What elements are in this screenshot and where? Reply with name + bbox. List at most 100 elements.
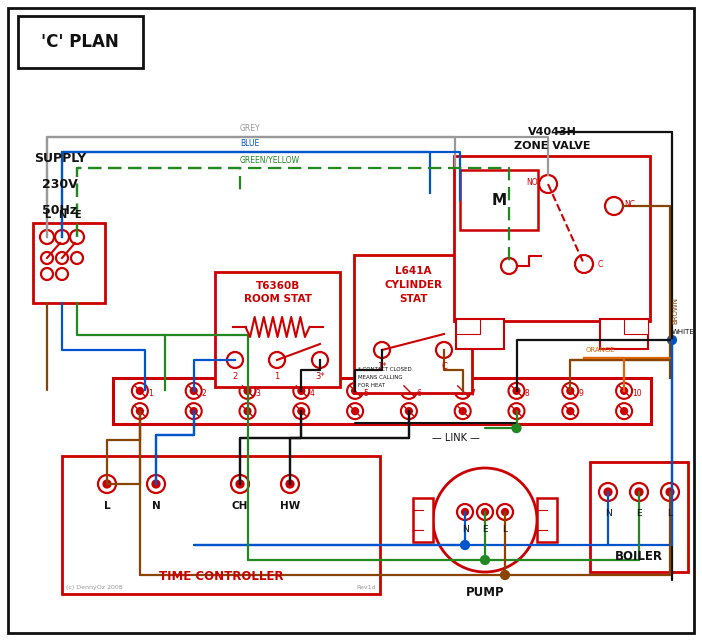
Circle shape bbox=[298, 388, 304, 394]
Circle shape bbox=[567, 388, 574, 394]
Text: L: L bbox=[44, 210, 50, 220]
Circle shape bbox=[501, 571, 509, 579]
Text: NC: NC bbox=[625, 199, 635, 208]
Text: 9: 9 bbox=[578, 389, 583, 398]
Text: N: N bbox=[58, 210, 66, 220]
Circle shape bbox=[513, 408, 519, 414]
Text: 8: 8 bbox=[524, 389, 529, 398]
Text: ZONE VALVE: ZONE VALVE bbox=[514, 141, 590, 151]
Circle shape bbox=[103, 481, 110, 488]
Text: — LINK —: — LINK — bbox=[432, 433, 479, 443]
Text: N: N bbox=[462, 526, 468, 535]
Circle shape bbox=[137, 408, 143, 414]
Text: (c) DennyOz 2008: (c) DennyOz 2008 bbox=[66, 585, 123, 590]
Text: 10: 10 bbox=[632, 389, 642, 398]
Text: V4043H: V4043H bbox=[528, 127, 576, 137]
Text: BROWN: BROWN bbox=[672, 297, 678, 324]
Circle shape bbox=[406, 408, 412, 414]
Circle shape bbox=[668, 336, 676, 344]
FancyBboxPatch shape bbox=[113, 378, 651, 424]
Text: 50Hz: 50Hz bbox=[42, 203, 77, 217]
Text: L: L bbox=[104, 501, 110, 511]
FancyBboxPatch shape bbox=[18, 16, 143, 68]
Circle shape bbox=[482, 509, 488, 515]
Text: NO: NO bbox=[526, 178, 538, 187]
FancyBboxPatch shape bbox=[413, 498, 433, 542]
Text: N: N bbox=[152, 501, 160, 511]
Text: 6: 6 bbox=[417, 389, 422, 398]
Circle shape bbox=[462, 509, 468, 515]
Text: C: C bbox=[441, 362, 447, 370]
Text: MEANS CALLING: MEANS CALLING bbox=[358, 374, 403, 379]
Circle shape bbox=[137, 388, 143, 394]
Text: L: L bbox=[503, 526, 508, 535]
Circle shape bbox=[621, 408, 627, 414]
Circle shape bbox=[460, 388, 465, 394]
Text: BOILER: BOILER bbox=[615, 549, 663, 563]
Circle shape bbox=[635, 488, 642, 495]
Circle shape bbox=[604, 488, 611, 495]
Text: HW: HW bbox=[280, 501, 300, 511]
Circle shape bbox=[666, 488, 673, 495]
Text: BLUE: BLUE bbox=[240, 139, 259, 148]
Text: 2: 2 bbox=[201, 389, 206, 398]
Text: SUPPLY: SUPPLY bbox=[34, 151, 86, 165]
FancyBboxPatch shape bbox=[460, 170, 538, 230]
Text: 3: 3 bbox=[256, 389, 260, 398]
Text: TIME CONTROLLER: TIME CONTROLLER bbox=[159, 569, 283, 583]
Text: 1: 1 bbox=[148, 389, 152, 398]
Text: 1: 1 bbox=[274, 372, 279, 381]
FancyBboxPatch shape bbox=[454, 156, 650, 321]
Text: 'C' PLAN: 'C' PLAN bbox=[41, 33, 119, 51]
Text: C: C bbox=[597, 260, 602, 269]
Circle shape bbox=[352, 388, 358, 394]
FancyBboxPatch shape bbox=[456, 319, 504, 349]
Circle shape bbox=[567, 408, 574, 414]
FancyBboxPatch shape bbox=[215, 272, 340, 387]
Text: 7: 7 bbox=[471, 389, 475, 398]
FancyBboxPatch shape bbox=[590, 462, 688, 572]
Circle shape bbox=[481, 556, 489, 564]
Text: 4: 4 bbox=[310, 389, 314, 398]
FancyBboxPatch shape bbox=[33, 223, 105, 303]
Text: 5: 5 bbox=[363, 389, 368, 398]
Text: STAT: STAT bbox=[399, 294, 428, 304]
Circle shape bbox=[191, 408, 197, 414]
Text: WHITE: WHITE bbox=[672, 329, 695, 335]
Circle shape bbox=[286, 481, 293, 488]
Circle shape bbox=[152, 481, 159, 488]
Text: E: E bbox=[74, 210, 80, 220]
Text: 1*: 1* bbox=[377, 362, 387, 370]
Text: CH: CH bbox=[232, 501, 249, 511]
FancyBboxPatch shape bbox=[624, 319, 648, 334]
Text: 3*: 3* bbox=[315, 372, 325, 381]
Circle shape bbox=[352, 408, 358, 414]
Text: E: E bbox=[636, 510, 642, 519]
Text: L641A: L641A bbox=[395, 266, 431, 276]
Circle shape bbox=[244, 388, 251, 394]
Circle shape bbox=[512, 424, 520, 432]
Circle shape bbox=[237, 481, 244, 488]
Circle shape bbox=[244, 408, 251, 414]
Text: GREEN/YELLOW: GREEN/YELLOW bbox=[240, 155, 300, 164]
Text: N: N bbox=[604, 510, 611, 519]
Circle shape bbox=[460, 408, 465, 414]
FancyBboxPatch shape bbox=[354, 255, 472, 393]
Circle shape bbox=[513, 388, 519, 394]
Text: L: L bbox=[668, 510, 673, 519]
Text: PUMP: PUMP bbox=[465, 585, 504, 599]
Text: ORANGE: ORANGE bbox=[586, 347, 616, 353]
Text: 230V: 230V bbox=[42, 178, 78, 190]
Text: FOR HEAT: FOR HEAT bbox=[358, 383, 385, 388]
FancyBboxPatch shape bbox=[600, 319, 648, 349]
Text: M: M bbox=[491, 192, 507, 208]
FancyBboxPatch shape bbox=[8, 8, 694, 633]
Circle shape bbox=[298, 408, 304, 414]
Text: * CONTACT CLOSED: * CONTACT CLOSED bbox=[358, 367, 412, 372]
Circle shape bbox=[406, 388, 412, 394]
Text: T6360B: T6360B bbox=[256, 281, 300, 291]
Circle shape bbox=[621, 388, 627, 394]
Circle shape bbox=[461, 541, 469, 549]
Text: ROOM STAT: ROOM STAT bbox=[244, 294, 312, 304]
Text: GREY: GREY bbox=[240, 124, 260, 133]
